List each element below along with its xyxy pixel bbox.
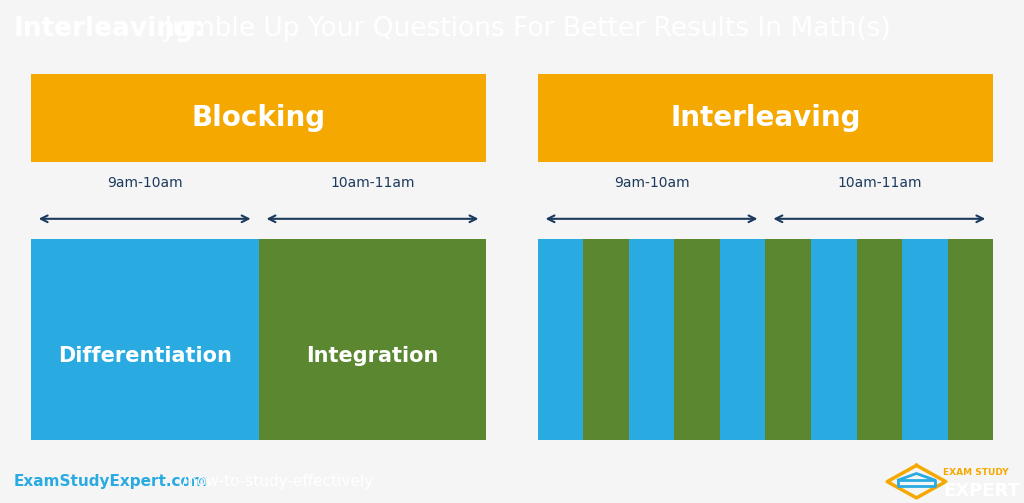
Bar xyxy=(258,239,486,440)
Text: Interleaving:: Interleaving: xyxy=(13,16,205,42)
Text: EXPERT: EXPERT xyxy=(943,482,1020,500)
Text: Blocking: Blocking xyxy=(191,104,326,132)
Bar xyxy=(948,239,993,440)
Bar xyxy=(720,239,766,440)
Bar xyxy=(675,239,720,440)
Bar xyxy=(538,74,993,162)
Bar xyxy=(31,239,258,440)
Bar xyxy=(538,239,584,440)
Bar xyxy=(856,239,902,440)
Bar xyxy=(902,239,948,440)
Text: Integration: Integration xyxy=(306,346,438,366)
Text: 9am-10am: 9am-10am xyxy=(613,176,689,190)
Bar xyxy=(629,239,674,440)
Bar xyxy=(811,239,856,440)
Text: EXAM STUDY: EXAM STUDY xyxy=(943,468,1009,477)
Bar xyxy=(584,239,629,440)
Text: ExamStudyExpert.com: ExamStudyExpert.com xyxy=(13,474,207,489)
Bar xyxy=(766,239,811,440)
Text: /how-to-study-effectively: /how-to-study-effectively xyxy=(182,474,374,489)
Text: Interleaving: Interleaving xyxy=(670,104,861,132)
Text: Jumble Up Your Questions For Better Results In Math(s): Jumble Up Your Questions For Better Resu… xyxy=(156,16,891,42)
Text: 9am-10am: 9am-10am xyxy=(106,176,182,190)
Text: 10am-11am: 10am-11am xyxy=(330,176,415,190)
Bar xyxy=(31,74,486,162)
Text: Differentiation: Differentiation xyxy=(57,346,231,366)
Text: 10am-11am: 10am-11am xyxy=(837,176,922,190)
